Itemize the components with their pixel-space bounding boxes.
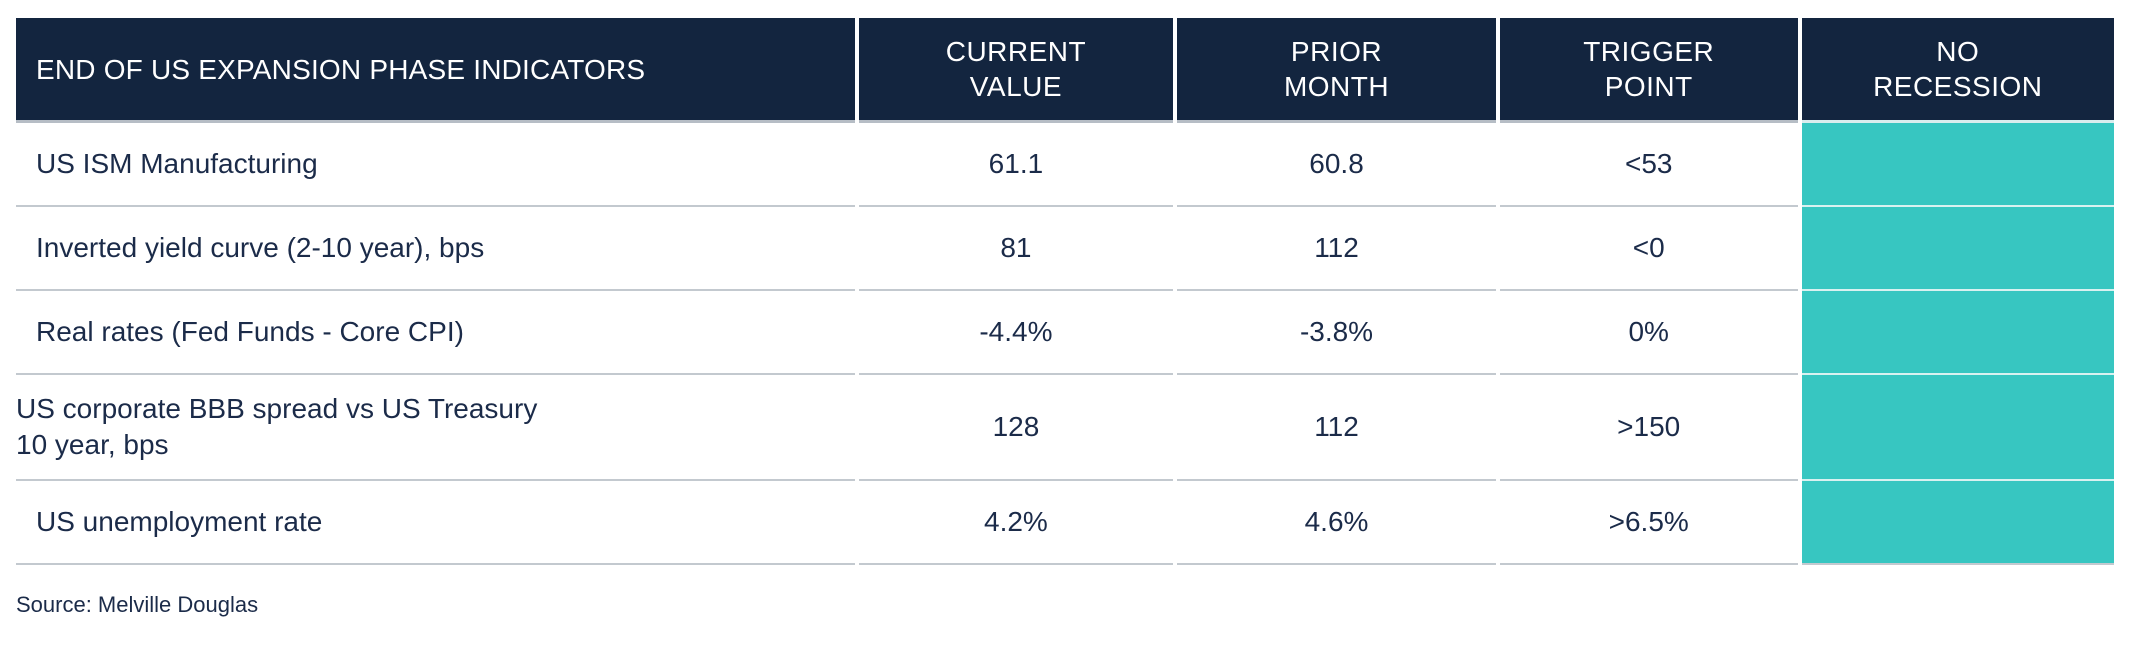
trigger-point-cell: 0% — [1499, 291, 1798, 375]
header-row: END OF US EXPANSION PHASE INDICATORS CUR… — [16, 18, 2114, 123]
table-row: US unemployment rate 4.2% 4.6% >6.5% — [16, 481, 2114, 565]
column-header-prior-month: PRIOR MONTH — [1177, 18, 1496, 123]
no-recession-status-cell — [1801, 481, 2114, 565]
current-value-cell: 4.2% — [858, 481, 1174, 565]
prior-month-cell: -3.8% — [1177, 291, 1496, 375]
no-recession-status-cell — [1801, 375, 2114, 481]
no-recession-status-cell — [1801, 207, 2114, 291]
table-row: Inverted yield curve (2-10 year), bps 81… — [16, 207, 2114, 291]
trigger-point-cell: >6.5% — [1499, 481, 1798, 565]
indicator-label: US ISM Manufacturing — [16, 123, 855, 207]
indicator-label: Inverted yield curve (2-10 year), bps — [16, 207, 855, 291]
table-title-header: END OF US EXPANSION PHASE INDICATORS — [16, 18, 855, 123]
current-value-cell: -4.4% — [858, 291, 1174, 375]
prior-month-cell: 112 — [1177, 375, 1496, 481]
indicator-label: US corporate BBB spread vs US Treasury 1… — [16, 375, 855, 481]
no-recession-status-cell — [1801, 123, 2114, 207]
table-row: US ISM Manufacturing 61.1 60.8 <53 — [16, 123, 2114, 207]
current-value-cell: 81 — [858, 207, 1174, 291]
table-row: Real rates (Fed Funds - Core CPI) -4.4% … — [16, 291, 2114, 375]
prior-month-cell: 60.8 — [1177, 123, 1496, 207]
table-row: US corporate BBB spread vs US Treasury 1… — [16, 375, 2114, 481]
prior-month-cell: 112 — [1177, 207, 1496, 291]
current-value-cell: 61.1 — [858, 123, 1174, 207]
indicators-table: END OF US EXPANSION PHASE INDICATORS CUR… — [12, 18, 2118, 565]
trigger-point-cell: <53 — [1499, 123, 1798, 207]
source-note: Source: Melville Douglas — [16, 592, 259, 617]
column-header-current-value: CURRENT VALUE — [858, 18, 1174, 123]
column-header-trigger-point: TRIGGER POINT — [1499, 18, 1798, 123]
indicator-label: US unemployment rate — [16, 481, 855, 565]
indicator-label: Real rates (Fed Funds - Core CPI) — [16, 291, 855, 375]
trigger-point-cell: >150 — [1499, 375, 1798, 481]
prior-month-cell: 4.6% — [1177, 481, 1496, 565]
current-value-cell: 128 — [858, 375, 1174, 481]
trigger-point-cell: <0 — [1499, 207, 1798, 291]
no-recession-status-cell — [1801, 291, 2114, 375]
column-header-no-recession: NO RECESSION — [1801, 18, 2114, 123]
